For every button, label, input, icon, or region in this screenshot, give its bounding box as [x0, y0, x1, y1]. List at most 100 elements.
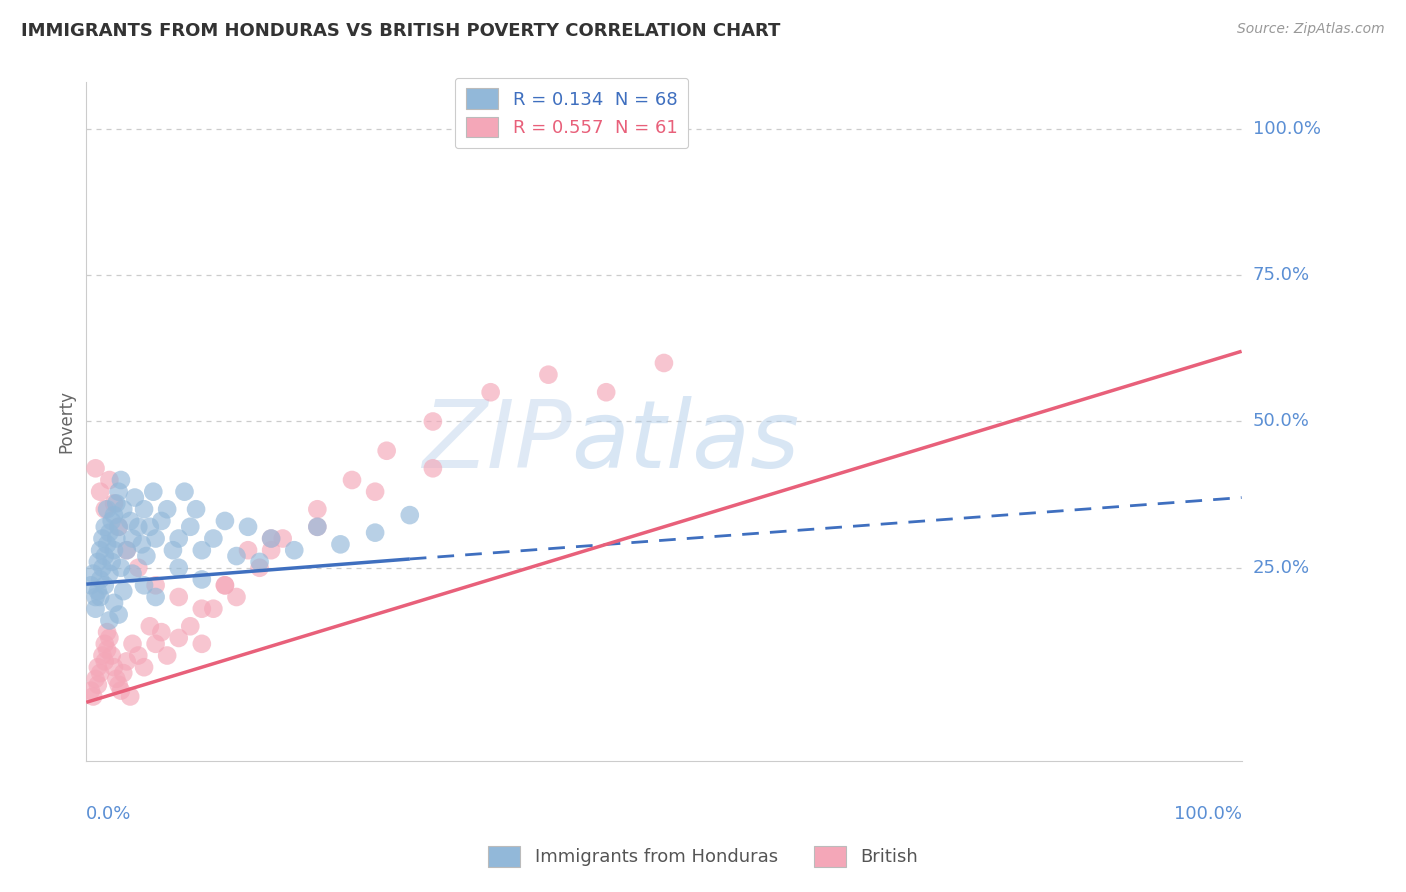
Point: [214, 578, 236, 592]
Point: [167, 631, 190, 645]
Point: [179, 520, 201, 534]
Point: [91, 648, 114, 663]
Point: [142, 484, 165, 499]
Point: [84, 461, 107, 475]
Text: 100.0%: 100.0%: [1253, 120, 1320, 138]
Point: [94, 637, 117, 651]
Point: [121, 637, 143, 651]
Point: [156, 648, 179, 663]
Point: [364, 525, 387, 540]
Point: [225, 590, 247, 604]
Point: [98, 614, 121, 628]
Point: [103, 596, 125, 610]
Text: 75.0%: 75.0%: [1253, 266, 1310, 285]
Point: [249, 555, 271, 569]
Point: [98, 473, 121, 487]
Point: [422, 461, 444, 475]
Point: [105, 532, 128, 546]
Point: [115, 543, 138, 558]
Text: ZIP: ZIP: [422, 396, 571, 487]
Text: Source: ZipAtlas.com: Source: ZipAtlas.com: [1237, 22, 1385, 37]
Point: [89, 666, 111, 681]
Point: [105, 672, 128, 686]
Point: [179, 619, 201, 633]
Point: [110, 561, 132, 575]
Point: [107, 484, 129, 499]
Point: [107, 520, 129, 534]
Point: [94, 578, 117, 592]
Point: [150, 625, 173, 640]
Point: [94, 520, 117, 534]
Point: [307, 520, 329, 534]
Point: [191, 601, 214, 615]
Point: [145, 578, 167, 592]
Point: [225, 549, 247, 563]
Legend: R = 0.134  N = 68, R = 0.557  N = 61: R = 0.134 N = 68, R = 0.557 N = 61: [454, 78, 688, 148]
Point: [84, 590, 107, 604]
Point: [145, 532, 167, 546]
Point: [173, 484, 195, 499]
Point: [260, 543, 283, 558]
Point: [283, 543, 305, 558]
Text: atlas: atlas: [571, 396, 800, 487]
Point: [422, 415, 444, 429]
Point: [103, 660, 125, 674]
Point: [110, 473, 132, 487]
Point: [115, 543, 138, 558]
Point: [260, 532, 283, 546]
Point: [162, 543, 184, 558]
Y-axis label: Poverty: Poverty: [58, 390, 75, 453]
Point: [98, 525, 121, 540]
Point: [94, 502, 117, 516]
Point: [214, 578, 236, 592]
Point: [80, 578, 103, 592]
Point: [260, 532, 283, 546]
Point: [364, 484, 387, 499]
Point: [202, 601, 225, 615]
Point: [652, 356, 675, 370]
Point: [537, 368, 560, 382]
Point: [89, 590, 111, 604]
Point: [112, 502, 135, 516]
Point: [87, 660, 110, 674]
Point: [307, 520, 329, 534]
Point: [167, 561, 190, 575]
Point: [121, 532, 143, 546]
Point: [82, 566, 104, 581]
Point: [135, 549, 157, 563]
Point: [103, 496, 125, 510]
Point: [107, 520, 129, 534]
Point: [121, 566, 143, 581]
Point: [112, 666, 135, 681]
Point: [91, 532, 114, 546]
Text: 25.0%: 25.0%: [1253, 558, 1310, 577]
Point: [145, 590, 167, 604]
Point: [87, 584, 110, 599]
Point: [131, 537, 153, 551]
Point: [156, 502, 179, 516]
Point: [479, 385, 502, 400]
Point: [82, 690, 104, 704]
Text: 100.0%: 100.0%: [1174, 805, 1241, 823]
Point: [110, 683, 132, 698]
Point: [236, 543, 259, 558]
Point: [127, 561, 149, 575]
Point: [167, 590, 190, 604]
Point: [100, 648, 122, 663]
Point: [139, 520, 162, 534]
Point: [100, 514, 122, 528]
Legend: Immigrants from Honduras, British: Immigrants from Honduras, British: [481, 838, 925, 874]
Text: IMMIGRANTS FROM HONDURAS VS BRITISH POVERTY CORRELATION CHART: IMMIGRANTS FROM HONDURAS VS BRITISH POVE…: [21, 22, 780, 40]
Point: [191, 573, 214, 587]
Point: [84, 601, 107, 615]
Point: [98, 566, 121, 581]
Point: [103, 543, 125, 558]
Point: [145, 637, 167, 651]
Point: [127, 648, 149, 663]
Point: [124, 491, 146, 505]
Point: [139, 619, 162, 633]
Text: 50.0%: 50.0%: [1253, 412, 1309, 431]
Point: [87, 678, 110, 692]
Point: [271, 532, 294, 546]
Text: 0.0%: 0.0%: [86, 805, 132, 823]
